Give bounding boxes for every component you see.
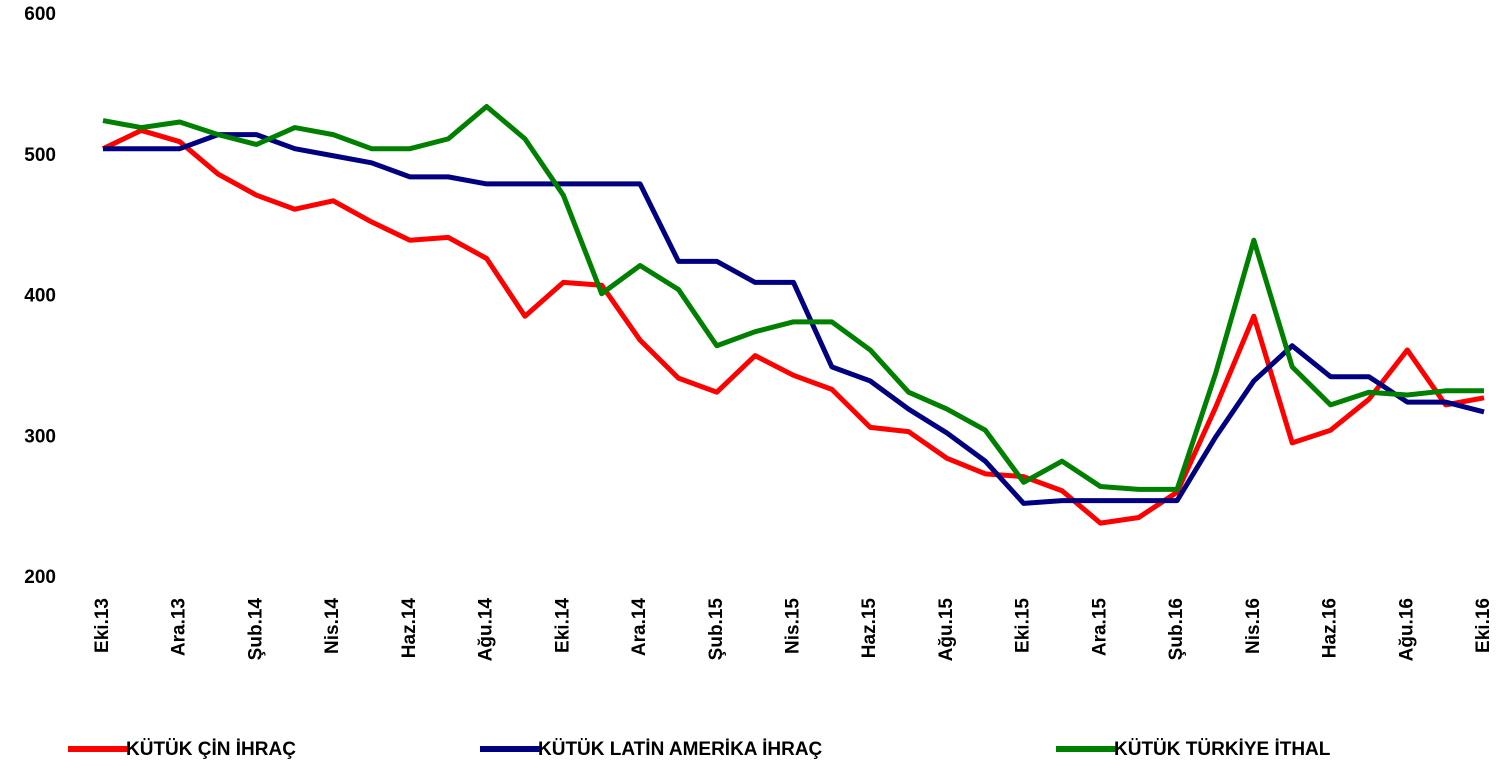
x-tick-label: Ara.13 — [169, 598, 190, 656]
x-tick-label: Şub.15 — [706, 598, 727, 661]
y-tick-label: 300 — [24, 426, 56, 447]
x-tick-label: Şub.16 — [1166, 598, 1187, 660]
x-tick-label: Eki.14 — [552, 598, 573, 653]
x-tick-label: Eki.15 — [1013, 598, 1034, 653]
line-series — [103, 132, 1485, 506]
x-tick-label: Eki.13 — [92, 598, 113, 653]
x-tick-label: Ağu.15 — [936, 598, 957, 662]
x-tick-label: Haz.16 — [1320, 598, 1341, 658]
x-tick-label: Ara.14 — [629, 598, 650, 657]
y-tick-label: 200 — [24, 567, 56, 588]
x-tick-label: Ağu.16 — [1396, 598, 1417, 661]
x-tick-label: Haz.14 — [399, 598, 420, 659]
y-tick-label: 600 — [24, 4, 56, 25]
x-tick-label: Ara.15 — [1089, 598, 1110, 657]
x-tick-label: Nis.16 — [1243, 598, 1264, 654]
legend-label: KÜTÜK TÜRKİYE İTHAL — [1114, 739, 1331, 760]
x-tick-label: Nis.14 — [322, 598, 343, 654]
x-tick-label: Haz.15 — [859, 598, 880, 659]
x-tick-label: Nis.15 — [783, 598, 804, 654]
line-series — [102, 103, 1484, 492]
x-tick-label: Şub.14 — [245, 598, 266, 661]
legend-label: KÜTÜK LATİN AMERİKA İHRAÇ — [538, 739, 823, 760]
legend-label: KÜTÜK ÇİN İHRAÇ — [126, 739, 296, 760]
line-series — [101, 127, 1485, 526]
x-tick-label: Eki.16 — [1473, 598, 1494, 653]
y-tick-label: 400 — [24, 286, 56, 307]
x-tick-label: Ağu.14 — [476, 598, 497, 662]
y-tick-label: 500 — [24, 145, 56, 166]
